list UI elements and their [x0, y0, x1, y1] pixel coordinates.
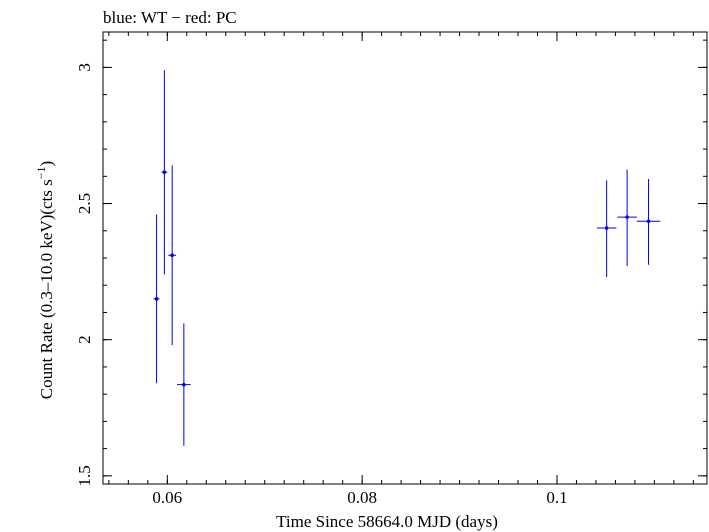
y-axis-label: Count Rate (0.3–10.0 keV)(cts s−1): [34, 161, 56, 399]
y-axis-label-sup: −1: [34, 166, 48, 179]
y-axis-label-close: ): [37, 161, 56, 167]
x-tick-label: 0.08: [347, 488, 377, 507]
x-axis-label: Time Since 58664.0 MJD (days): [276, 512, 498, 531]
data-point: [162, 170, 167, 175]
y-axis-label-main: Count Rate (0.3–10.0 keV)(cts s: [37, 179, 56, 399]
y-tick-label: 1.5: [75, 465, 94, 486]
data-points: [153, 70, 661, 446]
data-point: [154, 297, 159, 301]
axis-ticks: [103, 32, 707, 484]
x-tick-label: 0.06: [152, 488, 182, 507]
data-point: [182, 382, 186, 387]
plot-frame: [102, 31, 708, 485]
data-point: [646, 219, 651, 224]
y-tick-label: 3: [75, 63, 94, 72]
x-tick-label: 0.1: [546, 488, 567, 507]
y-tick-label: 2.5: [75, 193, 94, 214]
chart-title: blue: WT − red: PC: [103, 8, 237, 27]
axis-tick-labels: 0.06 0.08 0.1 1.5 2 2.5 3: [75, 63, 568, 507]
data-point: [604, 226, 609, 230]
data-point: [170, 253, 174, 258]
y-tick-label: 2: [75, 335, 94, 344]
data-point: [625, 215, 629, 219]
